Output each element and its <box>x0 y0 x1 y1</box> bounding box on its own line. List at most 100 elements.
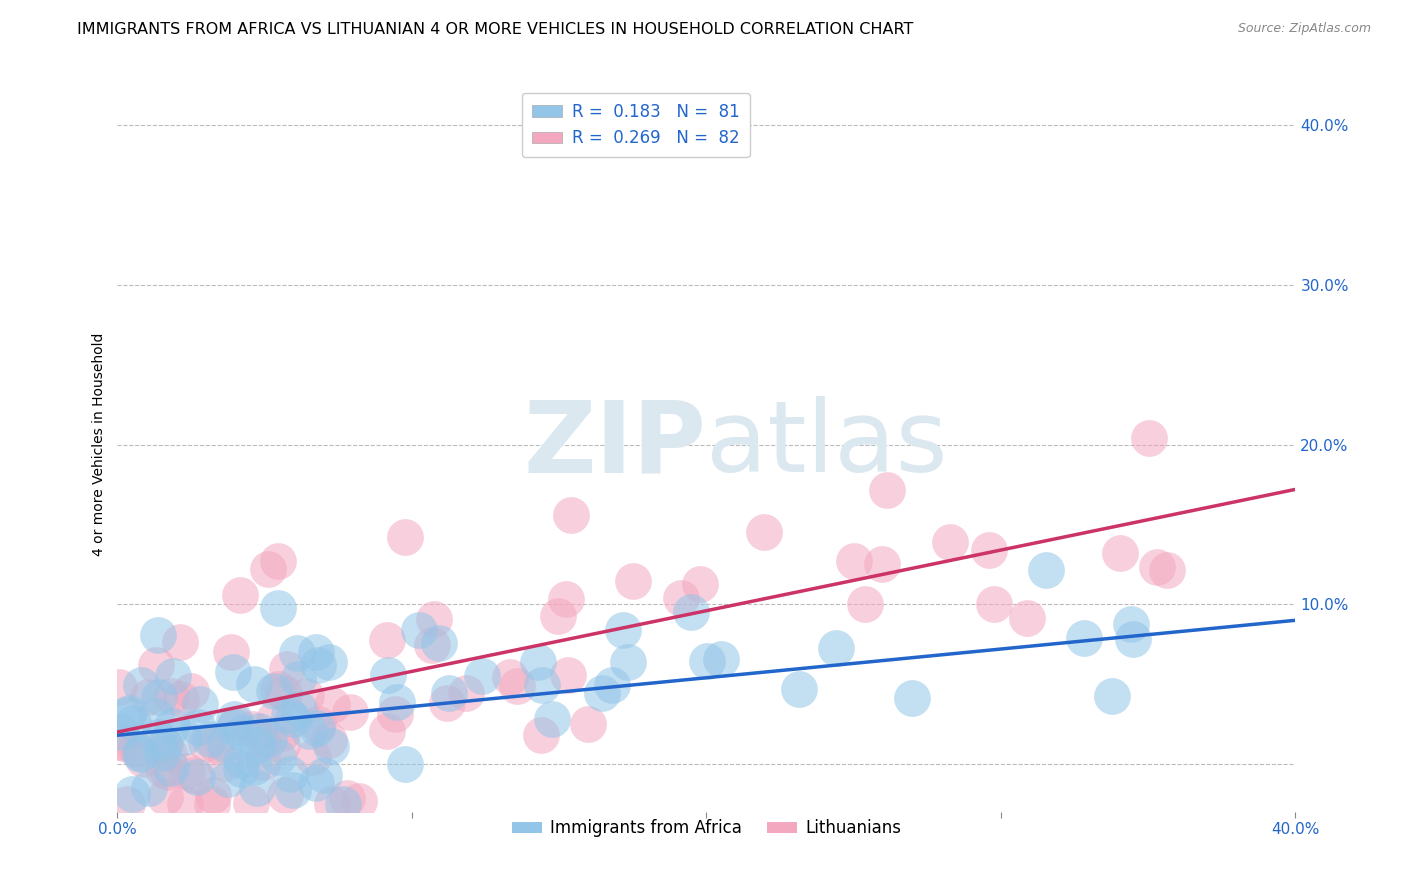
Point <box>267 682 290 697</box>
Point <box>152 736 174 750</box>
Point <box>530 728 553 742</box>
Point <box>214 737 236 751</box>
Point <box>247 724 270 739</box>
Point <box>287 673 309 687</box>
Point <box>190 697 212 711</box>
Point <box>1137 431 1160 445</box>
Point <box>266 554 288 568</box>
Point <box>169 691 191 706</box>
Point <box>288 702 311 716</box>
Point <box>307 717 329 731</box>
Point <box>159 761 181 775</box>
Point <box>336 791 359 805</box>
Point <box>1015 611 1038 625</box>
Point <box>307 721 329 735</box>
Point <box>283 782 305 797</box>
Point <box>394 756 416 771</box>
Point <box>246 738 269 752</box>
Point <box>160 719 183 733</box>
Point <box>222 665 245 679</box>
Point <box>107 680 129 694</box>
Point <box>318 655 340 669</box>
Point <box>156 764 179 779</box>
Point <box>471 669 494 683</box>
Point <box>222 712 245 726</box>
Point <box>1119 616 1142 631</box>
Point <box>681 605 703 619</box>
Point <box>385 695 408 709</box>
Point <box>1156 563 1178 577</box>
Point <box>547 608 569 623</box>
Point <box>122 716 145 731</box>
Point <box>263 684 285 698</box>
Point <box>591 686 613 700</box>
Point <box>384 707 406 722</box>
Point <box>321 797 343 811</box>
Point <box>259 731 281 746</box>
Point <box>1109 546 1132 560</box>
Point <box>246 780 269 795</box>
Point <box>842 554 865 568</box>
Point <box>195 736 218 750</box>
Point <box>180 683 202 698</box>
Point <box>187 719 209 733</box>
Point <box>689 576 711 591</box>
Point <box>162 669 184 683</box>
Point <box>169 635 191 649</box>
Point <box>540 712 562 726</box>
Point <box>146 628 169 642</box>
Text: ZIP: ZIP <box>523 396 706 493</box>
Point <box>229 588 252 602</box>
Point <box>214 756 236 771</box>
Point <box>506 679 529 693</box>
Point <box>710 651 733 665</box>
Point <box>423 612 446 626</box>
Point <box>576 717 599 731</box>
Point <box>148 731 170 745</box>
Point <box>427 635 450 649</box>
Point <box>437 686 460 700</box>
Point <box>617 655 640 669</box>
Point <box>183 767 205 781</box>
Point <box>152 762 174 776</box>
Point <box>267 600 290 615</box>
Point <box>872 557 894 571</box>
Point <box>602 678 624 692</box>
Point <box>621 574 644 589</box>
Point <box>274 788 297 802</box>
Point <box>145 657 167 672</box>
Point <box>271 739 294 753</box>
Point <box>202 788 225 802</box>
Point <box>312 768 335 782</box>
Point <box>173 797 195 811</box>
Point <box>436 696 458 710</box>
Point <box>408 624 430 638</box>
Point <box>696 654 718 668</box>
Point <box>671 591 693 606</box>
Point <box>939 535 962 549</box>
Point <box>153 738 176 752</box>
Point <box>555 592 578 607</box>
Point <box>176 764 198 778</box>
Point <box>112 736 135 750</box>
Point <box>1146 559 1168 574</box>
Point <box>257 562 280 576</box>
Point <box>229 754 252 768</box>
Point <box>557 667 579 681</box>
Point <box>217 772 239 786</box>
Point <box>276 662 298 676</box>
Point <box>1122 632 1144 646</box>
Point <box>201 797 224 811</box>
Point <box>129 678 152 692</box>
Point <box>200 731 222 746</box>
Point <box>229 762 252 776</box>
Point <box>108 735 131 749</box>
Point <box>560 508 582 522</box>
Point <box>271 725 294 739</box>
Point <box>281 712 304 726</box>
Point <box>145 709 167 723</box>
Point <box>267 749 290 764</box>
Point <box>321 739 343 754</box>
Point <box>128 747 150 762</box>
Point <box>148 690 170 705</box>
